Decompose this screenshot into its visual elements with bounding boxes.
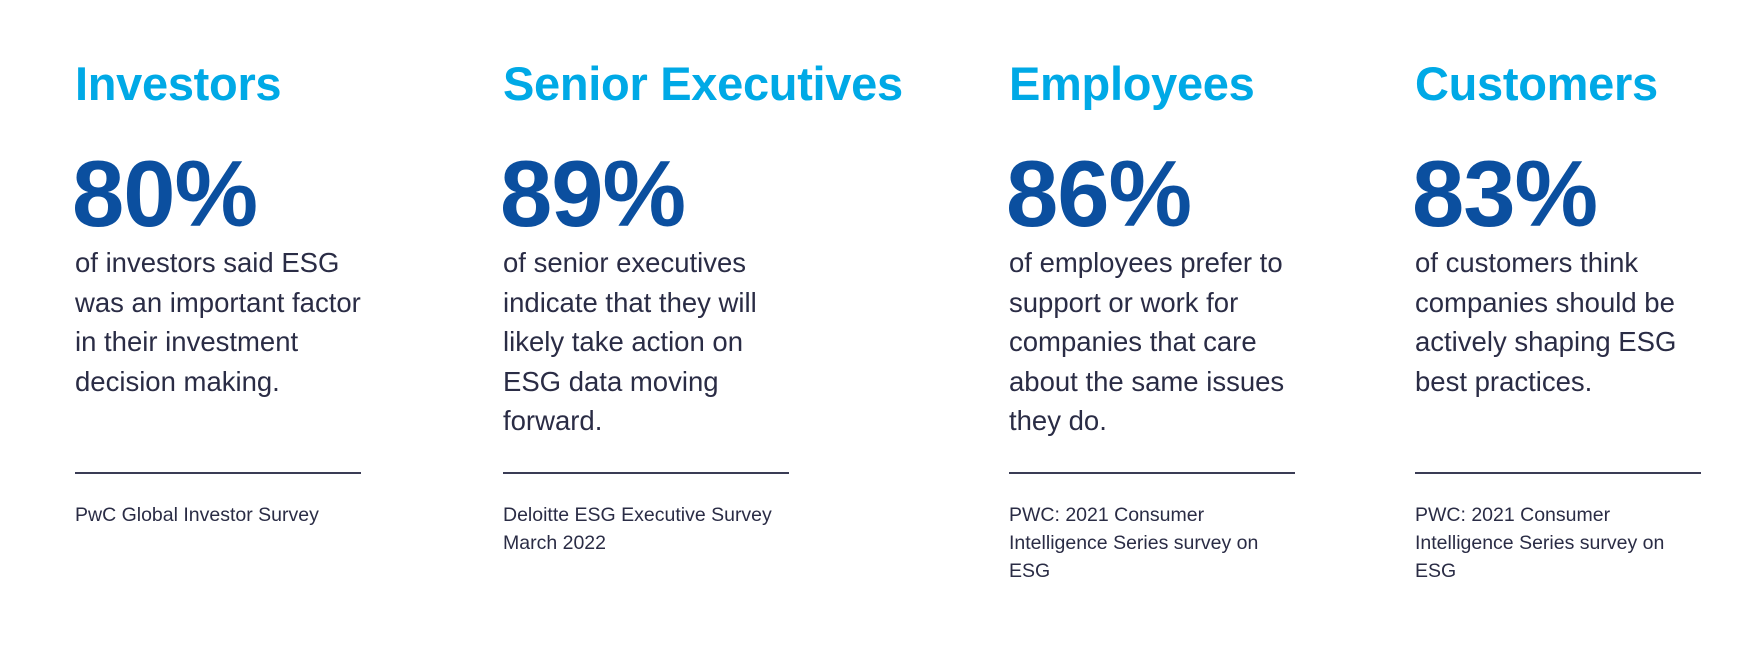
stat-percent: 86% [1006, 141, 1192, 246]
stat-description: of customers think companies should be a… [1415, 247, 1677, 397]
stat-percent: 89% [500, 141, 686, 246]
stat-heading: Investors [75, 57, 282, 110]
divider [75, 472, 361, 474]
stat-description: of investors said ESG was an important f… [75, 247, 361, 397]
stat-heading: Senior Executives [503, 57, 903, 110]
stat-source: Deloitte ESG Executive Survey March 2022 [503, 504, 772, 554]
stat-description: of senior executives indicate that they … [503, 247, 757, 436]
divider [1415, 472, 1701, 474]
stat-source: PWC: 2021 Consumer Intelligence Series s… [1415, 504, 1665, 582]
stat-source: PWC: 2021 Consumer Intelligence Series s… [1009, 504, 1259, 582]
stat-description: of employees prefer to support or work f… [1009, 247, 1285, 436]
divider [503, 472, 789, 474]
stat-percent: 83% [1412, 141, 1598, 246]
divider [1009, 472, 1295, 474]
stat-source: PwC Global Investor Survey [75, 504, 319, 526]
stat-heading: Customers [1415, 57, 1658, 110]
stat-percent: 80% [72, 141, 258, 246]
stat-heading: Employees [1009, 57, 1255, 110]
